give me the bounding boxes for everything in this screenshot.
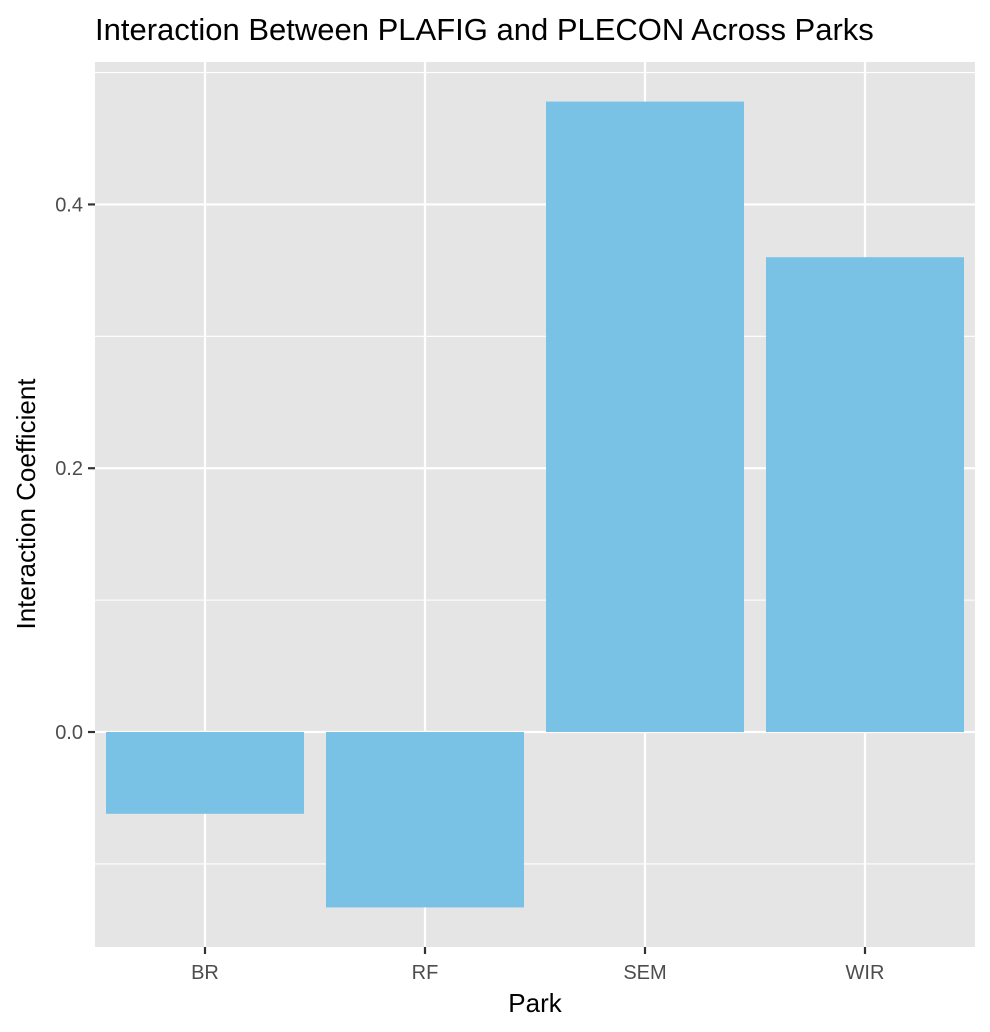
x-tick-label-br: BR [191,962,219,984]
y-tick-label-1: 0.2 [55,458,83,480]
y-tick-label-2: 0.4 [55,194,83,216]
bar-sem [546,101,744,733]
bars [106,101,964,908]
x-tick-label-rf: RF [412,962,439,984]
bar-rf [326,732,524,908]
y-tick-label-0: 0.0 [55,722,83,744]
x-axis-title: Park [508,988,562,1018]
bar-br [106,732,304,814]
bar-wir [766,257,964,733]
y-axis-title: Interaction Coefficient [11,378,41,630]
x-tick-label-wir: WIR [846,962,885,984]
y-axis: 0.0 0.2 0.4 [55,194,95,744]
x-axis: BR RF SEM WIR [191,947,884,984]
x-tick-label-sem: SEM [623,962,666,984]
chart-title: Interaction Between PLAFIG and PLECON Ac… [95,12,874,47]
